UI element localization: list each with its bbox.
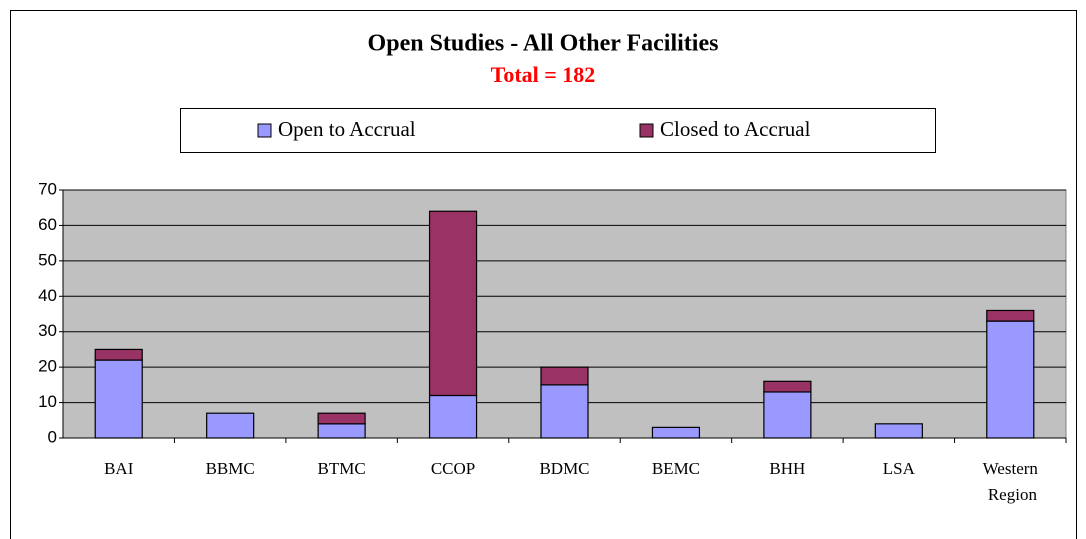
x-tick-label: BDMC	[539, 459, 589, 478]
y-tick-label: 20	[38, 357, 57, 376]
bar-segment	[94, 359, 143, 439]
y-tick-label: 0	[48, 427, 57, 446]
bar-segment	[763, 391, 812, 439]
y-tick-label: 30	[38, 321, 57, 340]
bar-segment	[428, 210, 478, 397]
x-tick-label: LSA	[883, 459, 916, 478]
legend-box	[180, 108, 936, 153]
legend-label: Open to Accrual	[278, 117, 416, 141]
legend-swatch	[257, 123, 272, 138]
bar-segment	[317, 423, 366, 439]
y-tick-label: 10	[38, 392, 57, 411]
chart-subtitle: Total = 182	[491, 62, 596, 87]
x-tick-label: BAI	[104, 459, 134, 478]
bar-segment	[206, 412, 255, 439]
x-tick-label: Western Region	[983, 459, 1039, 504]
x-tick-label: BTMC	[318, 459, 366, 478]
bar-segment	[763, 380, 812, 393]
bar-segment	[317, 412, 366, 425]
x-tick-label: BBMC	[206, 459, 255, 478]
bar-segment	[651, 426, 701, 439]
legend-swatch	[639, 123, 654, 138]
bar-segment	[428, 394, 478, 439]
bar-segment	[540, 384, 589, 439]
legend-label: Closed to Accrual	[660, 117, 811, 141]
bar-segment	[94, 348, 143, 361]
x-tick-label: CCOP	[431, 459, 475, 478]
bar-segment	[874, 423, 923, 439]
y-tick-label: 40	[38, 286, 57, 305]
bar-segment	[986, 320, 1035, 439]
bar-segment	[986, 309, 1035, 322]
chart-title: Open Studies - All Other Facilities	[368, 31, 719, 57]
bar-segment	[540, 366, 589, 386]
y-tick-label: 70	[38, 179, 57, 198]
x-tick-label: BEMC	[652, 459, 700, 478]
y-tick-label: 50	[38, 250, 57, 269]
x-tick-label: BHH	[769, 459, 805, 478]
y-tick-label: 60	[38, 215, 57, 234]
